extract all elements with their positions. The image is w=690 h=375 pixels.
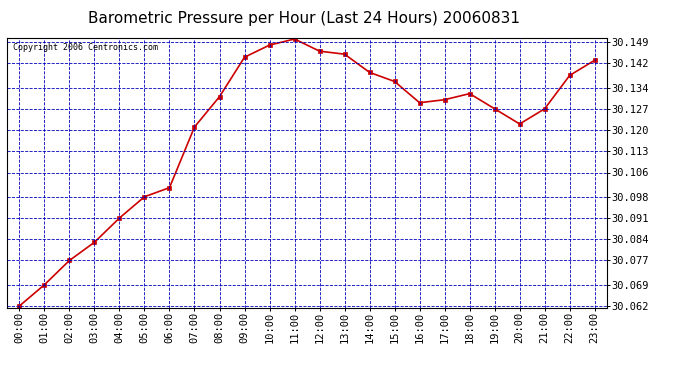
Text: Copyright 2006 Centronics.com: Copyright 2006 Centronics.com [13, 43, 158, 52]
Text: Barometric Pressure per Hour (Last 24 Hours) 20060831: Barometric Pressure per Hour (Last 24 Ho… [88, 11, 520, 26]
